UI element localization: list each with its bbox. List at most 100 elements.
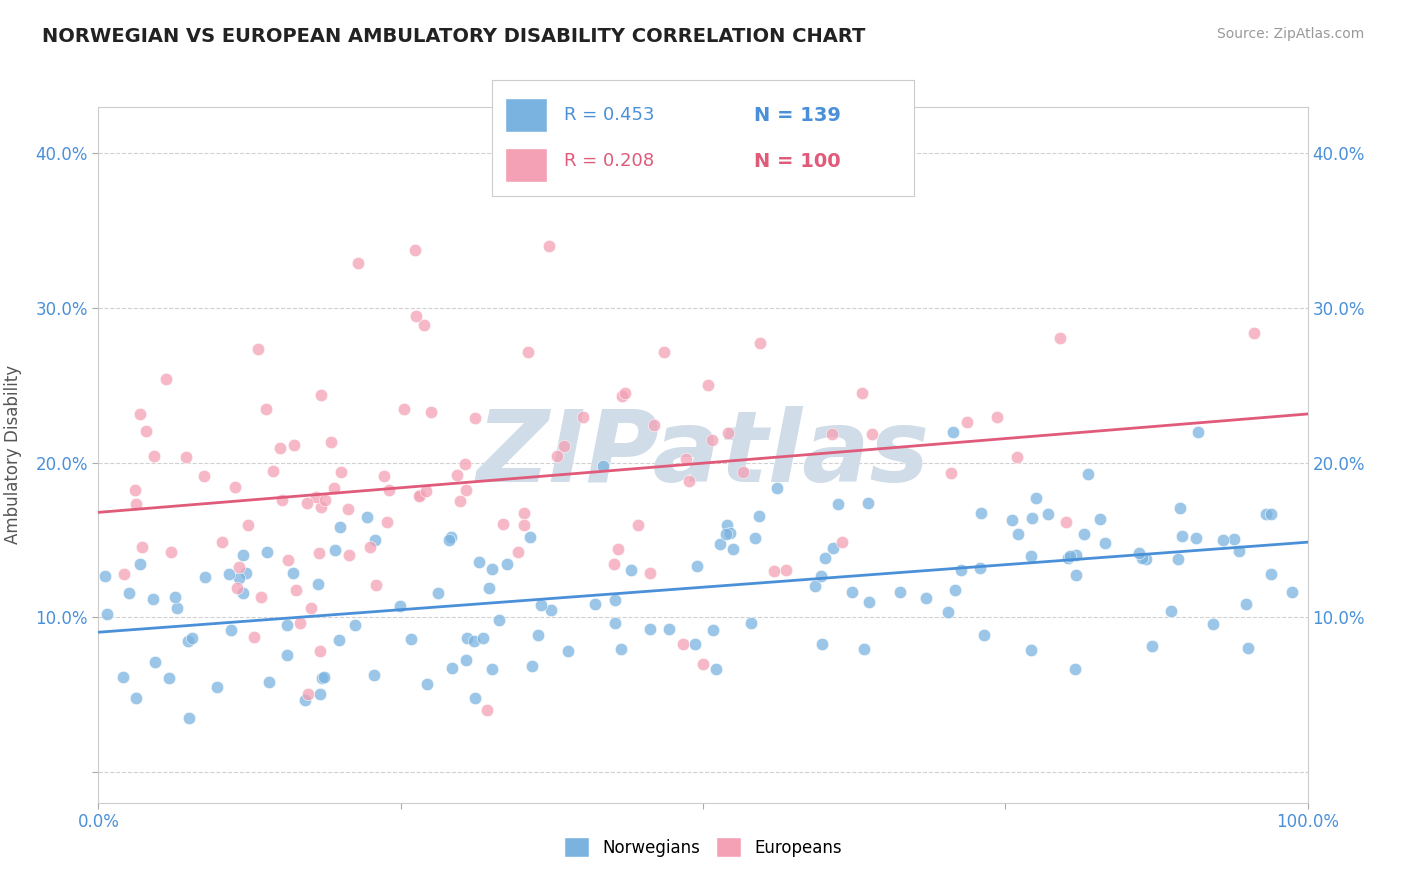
Text: R = 0.453: R = 0.453 <box>564 106 654 124</box>
Point <box>211 534 233 549</box>
Point <box>1128 546 1150 560</box>
Point <box>165 590 187 604</box>
Point <box>477 703 499 717</box>
Point <box>704 662 727 676</box>
Point <box>1167 552 1189 566</box>
Point <box>1057 550 1080 565</box>
Point <box>329 465 352 479</box>
Point <box>1237 640 1260 655</box>
Point <box>427 586 450 600</box>
Point <box>716 425 738 440</box>
Point <box>228 560 250 574</box>
Point <box>112 567 135 582</box>
Point <box>1005 450 1028 464</box>
Point <box>775 563 797 577</box>
Point <box>193 469 215 483</box>
Point <box>218 566 240 581</box>
Point <box>143 656 166 670</box>
Point <box>364 533 387 547</box>
Point <box>986 410 1008 425</box>
Point <box>142 592 165 607</box>
Point <box>481 561 503 575</box>
Point <box>675 451 697 466</box>
Point <box>943 583 966 598</box>
Point <box>1036 508 1059 522</box>
Point <box>276 617 298 632</box>
Point <box>858 595 880 609</box>
Point <box>492 516 515 531</box>
Point <box>1064 567 1087 582</box>
Point <box>1243 326 1265 340</box>
Point <box>329 520 352 534</box>
Point <box>269 442 291 456</box>
Point <box>238 518 260 533</box>
Point <box>889 585 911 599</box>
Point <box>463 634 485 648</box>
Point <box>319 435 342 450</box>
Point <box>125 691 148 706</box>
Point <box>685 636 707 650</box>
Point <box>1140 639 1163 653</box>
Point <box>592 459 614 474</box>
Point <box>1094 536 1116 550</box>
Point <box>853 642 876 657</box>
Point <box>1187 425 1209 439</box>
Point <box>180 631 202 645</box>
Point <box>94 568 117 582</box>
Text: Source: ZipAtlas.com: Source: ZipAtlas.com <box>1216 27 1364 41</box>
Point <box>446 467 468 482</box>
Point <box>366 578 388 592</box>
Text: NORWEGIAN VS EUROPEAN AMBULATORY DISABILITY CORRELATION CHART: NORWEGIAN VS EUROPEAN AMBULATORY DISABIL… <box>42 27 866 45</box>
Point <box>129 557 152 571</box>
Point <box>914 591 936 606</box>
Point <box>652 344 675 359</box>
Point <box>309 687 332 701</box>
Point <box>439 530 461 544</box>
Point <box>454 458 477 472</box>
Point <box>851 386 873 401</box>
Point <box>344 618 367 632</box>
Point <box>520 659 543 673</box>
Point <box>118 586 141 600</box>
Point <box>232 548 254 562</box>
Point <box>1001 513 1024 527</box>
Point <box>337 502 360 516</box>
Point <box>1064 548 1087 562</box>
Point <box>1160 604 1182 618</box>
Point <box>721 541 744 556</box>
Point <box>404 243 426 257</box>
Point <box>284 582 307 597</box>
Point <box>678 475 700 489</box>
Point <box>224 480 246 494</box>
Point <box>125 497 148 511</box>
Point <box>128 407 150 421</box>
Point <box>257 675 280 690</box>
Point <box>716 518 738 533</box>
Bar <box>505 147 547 182</box>
Point <box>638 566 661 581</box>
Point <box>174 450 197 464</box>
Point <box>949 563 972 577</box>
Point <box>1135 552 1157 566</box>
Point <box>540 603 562 617</box>
Point <box>969 561 991 575</box>
Point <box>614 386 637 401</box>
Point <box>311 500 333 514</box>
Point <box>235 566 257 581</box>
Point <box>702 624 724 638</box>
Point <box>464 411 486 425</box>
Legend: Norwegians, Europeans: Norwegians, Europeans <box>557 830 849 864</box>
Point <box>449 494 471 508</box>
Point <box>408 489 430 503</box>
Point <box>297 687 319 701</box>
Point <box>464 691 486 706</box>
Point <box>322 481 344 495</box>
Point <box>709 537 731 551</box>
Point <box>612 389 634 403</box>
Point <box>938 605 960 619</box>
Point <box>572 410 595 425</box>
Point <box>1171 529 1194 543</box>
Point <box>686 559 709 574</box>
Point <box>254 401 277 416</box>
Point <box>506 545 529 559</box>
